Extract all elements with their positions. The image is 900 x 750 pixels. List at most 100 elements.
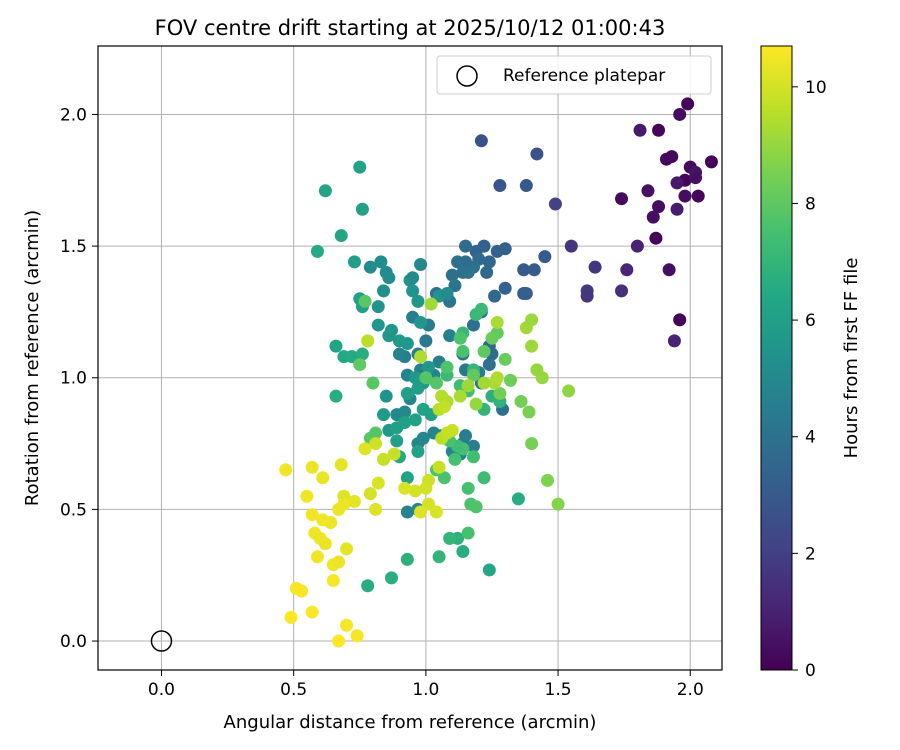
scatter-point (414, 315, 428, 329)
scatter-point (540, 473, 554, 487)
scatter-point (379, 389, 393, 403)
scatter-point (562, 384, 576, 398)
scatter-point (400, 552, 414, 566)
y-axis-label: Rotation from reference (arcmin) (22, 210, 43, 506)
scatter-point (392, 334, 406, 348)
scatter-point (374, 255, 388, 269)
scatter-point (355, 202, 369, 216)
colorbar-gradient (760, 45, 793, 671)
scatter-point (477, 376, 491, 390)
scatter-point (305, 605, 319, 619)
scatter-point (525, 313, 539, 327)
colorbar-tick-label: 6 (805, 311, 816, 331)
x-tick-label: 1.0 (412, 680, 439, 700)
scatter-point (493, 179, 507, 193)
scatter-point (310, 244, 324, 258)
scatter-point (432, 460, 446, 474)
scatter-point (432, 550, 446, 564)
y-tick-label: 2.0 (60, 105, 87, 125)
y-tick-label: 0.0 (60, 632, 87, 652)
legend-label: Reference platepar (503, 66, 665, 86)
scatter-point (490, 371, 504, 385)
scatter-point (437, 400, 451, 414)
scatter-point (461, 526, 475, 540)
scatter-point (347, 255, 361, 269)
scatter-point (615, 284, 629, 298)
scatter-point (469, 397, 483, 411)
scatter-point (345, 350, 359, 364)
x-axis-ticks: 0.0 0.5 1.0 1.5 2.0 (148, 670, 704, 700)
legend-open-circle-marker (456, 65, 478, 87)
x-tick-label: 0.0 (148, 680, 175, 700)
scatter-point (564, 239, 578, 253)
scatter-point (371, 476, 385, 490)
scatter-point (670, 176, 684, 190)
reference-point (150, 630, 173, 652)
scatter-point (659, 152, 673, 166)
scatter-point (517, 263, 531, 277)
scatter-point (474, 134, 488, 148)
scatter-point (358, 294, 372, 308)
y-axis-ticks: 0.0 0.5 1.0 1.5 2.0 (60, 105, 98, 652)
scatter-point (485, 331, 499, 345)
scatter-point (369, 426, 383, 440)
scatter-point (482, 255, 496, 269)
scatter-point (318, 184, 332, 198)
y-tick-label: 1.5 (60, 237, 87, 257)
scatter-point (691, 189, 705, 203)
scatter-point (408, 413, 422, 427)
scatter-point (329, 339, 343, 353)
plot-frame (97, 45, 723, 671)
scatter-point (300, 489, 314, 503)
scatter-point (332, 502, 346, 516)
scatter-point (411, 381, 425, 395)
scatter-point (347, 494, 361, 508)
scatter-point (445, 268, 459, 282)
scatter-point (377, 408, 391, 422)
scatter-point (414, 258, 428, 272)
scatter-point (466, 450, 480, 464)
scatter-point (527, 263, 541, 277)
scatter-point (451, 255, 465, 269)
scatter-point (548, 197, 562, 211)
scatter-point (406, 284, 420, 298)
scatter-point (406, 271, 420, 285)
scatter-point (398, 416, 412, 430)
scatter-point (279, 463, 293, 477)
scatter-point (459, 239, 473, 253)
x-axis-label: Angular distance from reference (arcmin) (224, 712, 597, 733)
scatter-point (551, 497, 565, 511)
legend: Reference platepar (436, 55, 712, 95)
scatter-point (525, 437, 539, 451)
scatter-point (414, 505, 428, 519)
scatter-point (448, 452, 462, 466)
scatter-point (474, 302, 488, 316)
scatter-point (400, 471, 414, 485)
x-tick-label: 2.0 (677, 680, 704, 700)
scatter-point (398, 481, 412, 495)
scatter-point (538, 250, 552, 264)
scatter-point (490, 244, 504, 258)
scatter-point (429, 505, 443, 519)
colorbar-tick-label: 4 (805, 428, 816, 448)
scatter-point (355, 347, 369, 361)
scatter-point (456, 344, 470, 358)
scatter-point (445, 423, 459, 437)
scatter-point (369, 437, 383, 451)
scatter-point (443, 531, 457, 545)
scatter-point (482, 358, 496, 372)
scatter-point (440, 286, 454, 300)
scatter-point (350, 629, 364, 643)
scatter-point (377, 284, 391, 298)
scatter-point (353, 160, 367, 174)
scatter-point (369, 502, 383, 516)
scatter-point (361, 334, 375, 348)
scatter-point (493, 387, 507, 401)
scatter-point (318, 537, 332, 551)
colorbar-tick-label: 8 (805, 194, 816, 214)
scatter-point (429, 376, 443, 390)
scatter-point (519, 286, 533, 300)
scatter-point (456, 545, 470, 559)
scatter-point (419, 481, 433, 495)
scatter-point (461, 265, 475, 279)
